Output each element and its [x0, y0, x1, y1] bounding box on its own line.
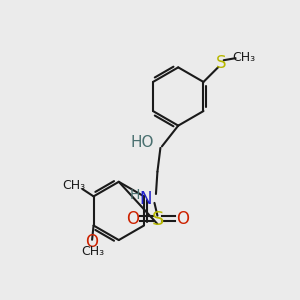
Text: O: O [126, 210, 139, 228]
Text: N: N [139, 190, 152, 208]
Text: HO: HO [131, 135, 154, 150]
Text: O: O [85, 233, 99, 251]
Text: S: S [216, 54, 226, 72]
Text: CH₃: CH₃ [232, 51, 255, 64]
Text: H: H [130, 188, 140, 203]
Text: S: S [152, 210, 164, 229]
Text: CH₃: CH₃ [81, 245, 104, 258]
Text: O: O [176, 210, 189, 228]
Text: CH₃: CH₃ [62, 178, 86, 192]
